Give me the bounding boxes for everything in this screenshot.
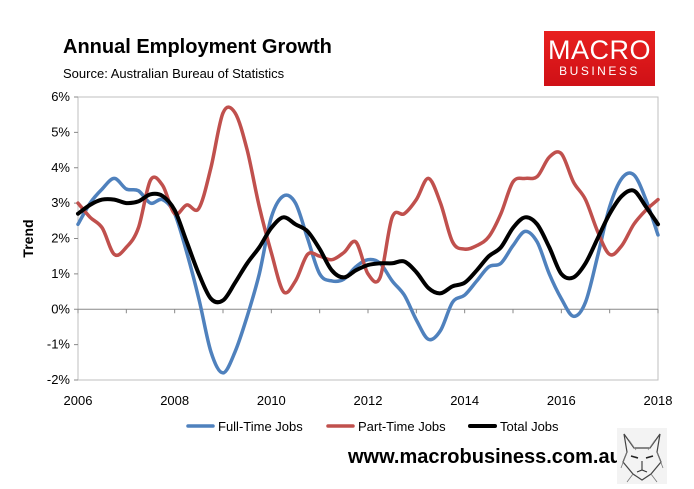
source-subtitle: Source: Australian Bureau of Statistics xyxy=(63,66,285,81)
x-tick-label: 2010 xyxy=(257,393,286,408)
x-tick-label: 2006 xyxy=(64,393,93,408)
logo-line-2: BUSINESS xyxy=(559,64,640,78)
y-tick-label: -1% xyxy=(47,337,71,352)
macrobusiness-logo: MACRO BUSINESS xyxy=(544,31,655,86)
x-tick-label: 2008 xyxy=(160,393,189,408)
y-tick-label: 2% xyxy=(51,231,70,246)
legend-label-full-time-jobs: Full-Time Jobs xyxy=(218,419,303,434)
y-tick-label: 1% xyxy=(51,266,70,281)
legend-label-total-jobs: Total Jobs xyxy=(500,419,559,434)
x-tick-label: 2014 xyxy=(450,393,479,408)
x-tick-label: 2018 xyxy=(644,393,673,408)
x-tick-label: 2016 xyxy=(547,393,576,408)
plot-area-frame xyxy=(77,96,659,381)
y-axis-label: Trend xyxy=(20,219,36,257)
legend-label-part-time-jobs: Part-Time Jobs xyxy=(358,419,446,434)
logo-line-1: MACRO xyxy=(548,35,651,65)
y-tick-label: 6% xyxy=(51,89,70,104)
y-tick-label: 0% xyxy=(51,301,70,316)
y-tick-label: 4% xyxy=(51,160,70,175)
y-tick-label: 5% xyxy=(51,124,70,139)
x-tick-label: 2012 xyxy=(354,393,383,408)
website-url: www.macrobusiness.com.au xyxy=(348,446,622,468)
y-tick-label: -2% xyxy=(47,372,71,387)
fox-sketch-icon xyxy=(617,428,667,484)
page-title: Annual Employment Growth xyxy=(63,36,332,58)
y-tick-label: 3% xyxy=(51,195,70,210)
series-line-total-jobs xyxy=(76,188,660,305)
